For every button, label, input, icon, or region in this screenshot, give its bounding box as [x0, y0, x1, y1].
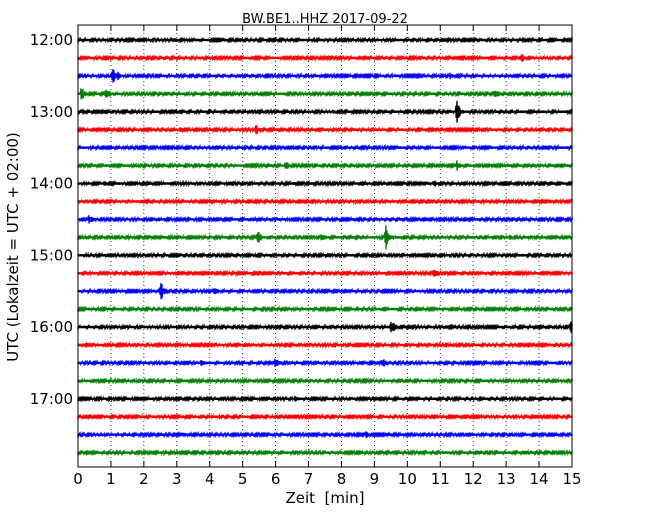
y-ticks: 12:00 13:00 14:00 15:00 16:00 17:00	[30, 31, 572, 408]
trace-row	[77, 269, 573, 278]
trace-row	[77, 412, 573, 421]
x-axis-label: Zeit [min]	[285, 489, 364, 507]
trace-row	[77, 225, 573, 250]
trace-row	[77, 100, 573, 123]
trace-row	[77, 394, 573, 403]
trace-row	[77, 282, 573, 300]
x-tick-label: 15	[562, 470, 581, 488]
y-tick-label: 12:00	[30, 31, 73, 49]
x-tick-label: 12	[464, 470, 483, 488]
trace-row	[77, 124, 573, 135]
x-tick-label: 10	[398, 470, 417, 488]
trace-row	[77, 358, 573, 368]
y-tick-label: 14:00	[30, 175, 73, 193]
x-tick-label: 4	[205, 470, 215, 488]
trace-row	[77, 197, 573, 206]
trace-row	[77, 251, 573, 260]
y-tick-label: 16:00	[30, 318, 73, 336]
trace-row	[77, 448, 573, 457]
x-tick-label: 2	[139, 470, 149, 488]
trace-row	[77, 341, 573, 349]
trace-row	[77, 215, 573, 224]
x-tick-label: 5	[238, 470, 248, 488]
x-tick-label: 11	[431, 470, 450, 488]
trace-row	[77, 179, 573, 188]
chart-title: BW.BE1..HHZ 2017-09-22	[242, 12, 408, 27]
trace-row	[77, 160, 573, 171]
trace-row	[77, 377, 573, 385]
y-axis-label: UTC (Lokalzeit = UTC + 02:00)	[4, 132, 22, 362]
x-tick-label: 6	[271, 470, 281, 488]
trace-layer	[77, 36, 573, 457]
trace-row	[77, 88, 573, 100]
trace-row	[77, 53, 573, 62]
x-tick-label: 1	[106, 470, 116, 488]
y-tick-label: 17:00	[30, 390, 73, 408]
x-tick-label: 13	[497, 470, 516, 488]
x-grid	[110, 25, 540, 467]
trace-row	[77, 430, 573, 439]
plot-frame	[77, 24, 573, 468]
trace-row	[77, 305, 573, 313]
trace-row	[77, 69, 573, 83]
trace-row	[77, 143, 573, 152]
trace-row	[77, 321, 573, 333]
trace-row	[77, 36, 573, 44]
y-tick-label: 13:00	[30, 103, 73, 121]
x-tick-label: 7	[304, 470, 314, 488]
x-tick-label: 8	[337, 470, 347, 488]
x-tick-label: 3	[172, 470, 182, 488]
x-tick-label: 0	[73, 470, 83, 488]
y-tick-label: 15:00	[30, 246, 73, 264]
x-tick-label: 9	[370, 470, 380, 488]
x-ticks: 0 1 2 3 4 5 6 7 8 9 10 11 12 13 14 15	[73, 25, 582, 488]
x-tick-label: 14	[530, 470, 549, 488]
